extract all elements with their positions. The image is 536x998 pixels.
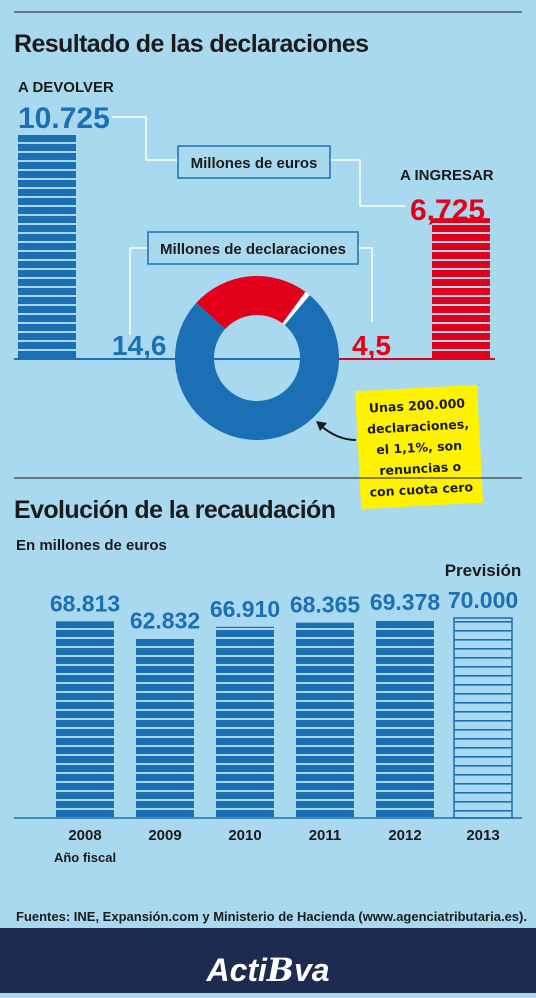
category-label: 2013 (466, 827, 499, 844)
bar (432, 218, 490, 358)
category-label: A INGRESAR (400, 167, 494, 184)
value-label: 4,5 (352, 330, 391, 361)
category-label: 2011 (309, 827, 342, 844)
title: Resultado de las declaraciones (14, 30, 368, 58)
note-line: Unas 200.000 (368, 395, 465, 415)
connector (330, 159, 405, 207)
note-line: renuncias o (379, 459, 462, 478)
value-label: 70.000 (448, 587, 518, 613)
note-line: con cuota cero (369, 479, 474, 499)
bar (296, 622, 354, 818)
bar (216, 626, 274, 818)
logo-part: Acti (205, 952, 268, 988)
logo-part: va (294, 952, 330, 988)
value-label: 6,725 (410, 194, 485, 227)
connector (129, 247, 148, 335)
note-line: el 1,1%, son (376, 438, 462, 457)
donut (175, 276, 340, 440)
label-box (177, 145, 331, 179)
connector (358, 247, 373, 322)
bar (18, 135, 76, 358)
bar (453, 617, 513, 819)
label-box (147, 231, 359, 265)
logo-part: B (266, 951, 294, 989)
category-label: A DEVOLVER (18, 79, 114, 96)
x-label: Año fiscal (54, 850, 116, 865)
donut-slice (282, 291, 310, 326)
value-label: 10.725 (18, 102, 110, 135)
arrow (319, 424, 357, 441)
value-label: 62.832 (130, 607, 200, 633)
donut-slice (196, 276, 306, 330)
value-label: 68.365 (290, 592, 361, 618)
category-label: 2008 (68, 827, 101, 844)
bar (56, 621, 114, 818)
subtitle: En millones de euros (16, 537, 167, 554)
sources: Fuentes: INE, Expansión.com y Ministerio… (16, 909, 527, 924)
value-label: 14,6 (112, 330, 167, 361)
category-label: 2012 (388, 827, 421, 844)
donut-slice (175, 295, 340, 440)
bar (136, 638, 194, 818)
unit-label: Millones de euros (191, 155, 318, 172)
title: Evolución de la recaudación (14, 496, 335, 524)
connector (112, 116, 178, 161)
footer-band (0, 928, 536, 993)
value-label: 69.378 (370, 589, 441, 615)
arrow-head (316, 421, 327, 431)
logo: ActiBva (205, 951, 329, 989)
bar (376, 619, 434, 818)
annotation: Previsión (445, 561, 522, 580)
category-label: 2009 (148, 827, 181, 844)
unit-label: Millones de declaraciones (160, 241, 346, 258)
value-label: 66.910 (210, 596, 280, 622)
value-label: 68.813 (50, 590, 120, 616)
note-line: declaraciones, (367, 416, 470, 436)
category-label: 2010 (228, 827, 261, 844)
